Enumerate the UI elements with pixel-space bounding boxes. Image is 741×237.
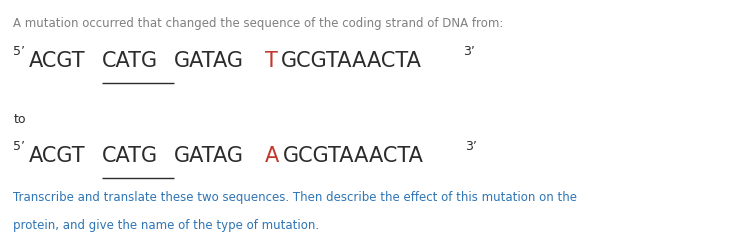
Text: 5’: 5’ xyxy=(13,45,25,58)
Text: GATAG: GATAG xyxy=(174,146,245,166)
Text: A mutation occurred that changed the sequence of the coding strand of DNA from:: A mutation occurred that changed the seq… xyxy=(13,17,504,30)
Text: A: A xyxy=(265,146,279,166)
Text: T: T xyxy=(265,51,277,71)
Text: Transcribe and translate these two sequences. Then describe the effect of this m: Transcribe and translate these two seque… xyxy=(13,191,577,204)
Text: CATG: CATG xyxy=(102,51,158,71)
Text: 3’: 3’ xyxy=(463,45,475,58)
Text: GCGTAAACTA: GCGTAAACTA xyxy=(283,146,424,166)
Text: ACGT: ACGT xyxy=(29,51,85,71)
Text: protein, and give the name of the type of mutation.: protein, and give the name of the type o… xyxy=(13,219,319,232)
Text: ACGT: ACGT xyxy=(29,146,85,166)
Text: 5’: 5’ xyxy=(13,140,25,153)
Text: CATG: CATG xyxy=(102,146,158,166)
Text: GATAG: GATAG xyxy=(174,51,245,71)
Text: to: to xyxy=(13,113,26,126)
Text: GCGTAAACTA: GCGTAAACTA xyxy=(282,51,422,71)
Text: 3’: 3’ xyxy=(465,140,476,153)
